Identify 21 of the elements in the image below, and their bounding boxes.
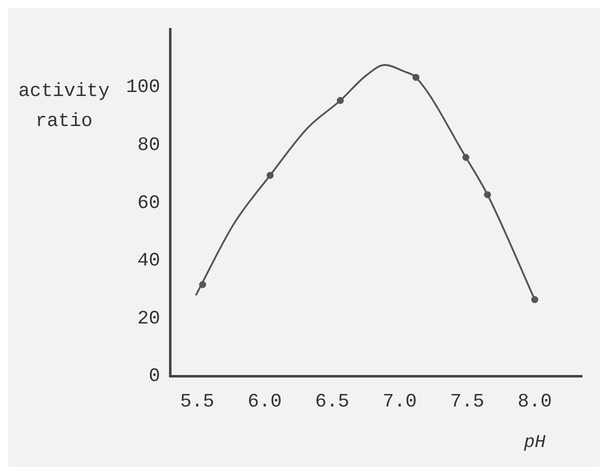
x-tick-label: 5.5 [180,390,214,413]
y-tick-label: 40 [137,250,160,272]
y-tick-label: 100 [126,76,160,98]
point [462,154,470,161]
x-tick-label: 6.0 [248,390,282,413]
point [266,172,274,179]
y-axis-title: activity ratio [18,80,110,132]
y-tick-label: 60 [137,192,160,214]
point [531,296,538,304]
point [412,74,420,81]
x-tick-label: 7.5 [450,390,484,413]
x-axis-title: pH [522,432,546,453]
x-tick-label: 8.0 [518,390,552,413]
y-tick-label: 0 [148,365,160,388]
x-tick-label: 6.5 [315,390,350,413]
point [199,281,206,288]
point [484,191,491,198]
y-tick-label: 20 [137,307,160,330]
y-tick-label: 80 [137,134,160,156]
point [336,96,344,104]
x-tick-label: 7.0 [382,390,417,413]
